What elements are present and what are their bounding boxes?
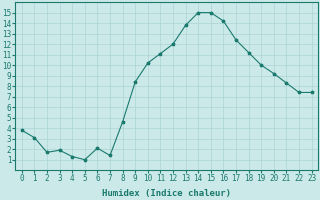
X-axis label: Humidex (Indice chaleur): Humidex (Indice chaleur) [102,189,231,198]
